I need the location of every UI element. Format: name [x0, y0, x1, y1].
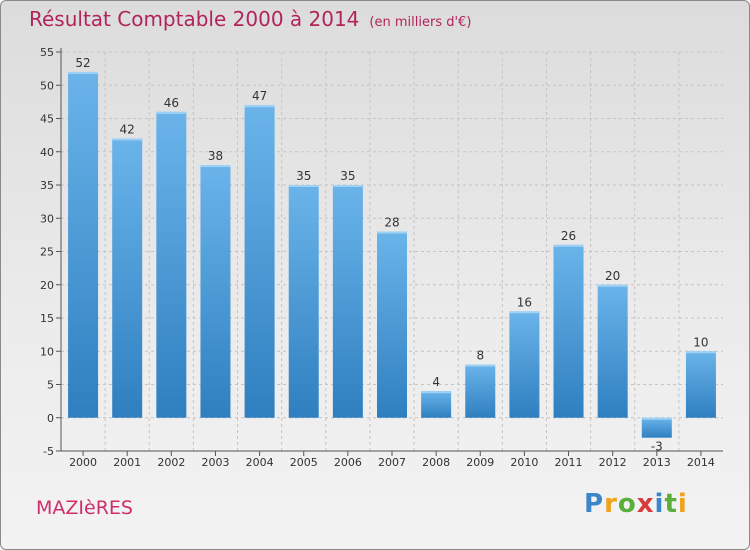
bar-highlight [421, 391, 452, 394]
bar-2013 [641, 417, 672, 438]
bar-highlight [200, 165, 231, 168]
y-tick-label: 30 [40, 212, 54, 225]
y-tick-label: 15 [40, 312, 54, 325]
x-tick-label: 2011 [555, 456, 583, 469]
x-tick-label: 2003 [201, 456, 229, 469]
x-tick-label: 2002 [157, 456, 185, 469]
y-tick-label: 10 [40, 345, 54, 358]
y-tick-label: 20 [40, 279, 54, 292]
bar-highlight [685, 351, 716, 354]
x-tick-label: 2005 [290, 456, 318, 469]
bar-highlight [244, 105, 275, 108]
x-tick-label: 2004 [246, 456, 274, 469]
bar-2007 [377, 231, 407, 418]
bar-2014 [685, 351, 716, 418]
value-label: 16 [517, 295, 532, 309]
bar-highlight [377, 231, 407, 234]
value-label: 35 [296, 169, 311, 183]
bar-2008 [421, 391, 452, 418]
chart-unit: (en milliers d'€) [369, 15, 472, 30]
chart-title: Résultat Comptable 2000 à 2014 (en millie… [29, 7, 471, 31]
value-label: 20 [605, 269, 620, 283]
value-label: 26 [561, 229, 576, 243]
value-label: 35 [340, 169, 355, 183]
y-tick-label: 0 [47, 412, 54, 425]
bar-2003 [200, 165, 231, 418]
x-tick-label: 2007 [378, 456, 406, 469]
value-label: 42 [120, 122, 135, 136]
x-tick-label: 2014 [687, 456, 715, 469]
bar-highlight [112, 138, 143, 141]
bar-2001 [112, 138, 143, 418]
bar-2002 [156, 111, 187, 418]
bar-highlight [288, 185, 319, 187]
bars [68, 71, 716, 438]
axes: -5 0 5 10 15 20 25 30 35 40 45 50 55 2000 2001 2002 2003… [40, 46, 723, 469]
bar-2010 [509, 311, 540, 418]
x-tick-label: 2008 [422, 456, 450, 469]
y-tick-label: -5 [43, 445, 54, 458]
logo-letter: r [604, 489, 618, 519]
bar-highlight [641, 417, 672, 420]
y-tick-label: 25 [40, 246, 54, 259]
x-tick-label: 2001 [113, 456, 141, 469]
bar-2000 [68, 71, 99, 418]
bar-highlight [332, 185, 363, 187]
value-label: 52 [75, 56, 90, 70]
value-label: 10 [693, 335, 708, 349]
x-tick-label: 2000 [69, 456, 97, 469]
x-tick-label: 2010 [510, 456, 538, 469]
y-tick-label: 45 [40, 113, 54, 126]
logo-letter: x [636, 489, 655, 519]
value-label: 28 [384, 216, 399, 230]
logo-letter: i [677, 489, 688, 519]
y-tick-label: 5 [47, 379, 54, 392]
y-tick-label: 55 [40, 46, 54, 59]
bar-2009 [465, 364, 496, 418]
y-tick-label: 50 [40, 79, 54, 92]
bar-2006 [332, 185, 363, 418]
value-label: 47 [252, 89, 267, 103]
proxiti-logo[interactable]: Proxiti [584, 489, 688, 519]
logo-letter: o [617, 489, 637, 519]
value-label: -3 [651, 440, 663, 454]
bar-highlight [156, 111, 187, 114]
bar-2011 [553, 244, 584, 418]
value-labels: 52 42 46 38 47 35 35 28 4 8 16 26 20 -3 10 [75, 56, 708, 454]
y-tick-label: 40 [40, 146, 54, 159]
value-label: 38 [208, 149, 223, 163]
bar-highlight [465, 364, 496, 367]
bar-2012 [597, 284, 628, 418]
bar-2004 [244, 105, 275, 418]
chart-title-text: Résultat Comptable 2000 à 2014 [29, 7, 360, 31]
bar-highlight [68, 71, 99, 74]
x-tick-label: 2012 [599, 456, 627, 469]
bar-highlight [509, 311, 540, 314]
x-tick-label: 2006 [334, 456, 362, 469]
bar-2005 [288, 185, 319, 418]
x-tick-label: 2013 [643, 456, 671, 469]
logo-letter: P [584, 489, 605, 519]
y-tick-label: 35 [40, 179, 54, 192]
value-label: 8 [476, 349, 484, 363]
logo-letter: t [664, 489, 678, 519]
bar-highlight [597, 284, 628, 287]
logo-letter: i [654, 489, 665, 519]
bar-highlight [553, 244, 584, 247]
value-label: 46 [164, 96, 179, 110]
value-label: 4 [432, 375, 440, 389]
commune-name: MAZIèRES [36, 497, 133, 519]
x-tick-label: 2009 [466, 456, 494, 469]
